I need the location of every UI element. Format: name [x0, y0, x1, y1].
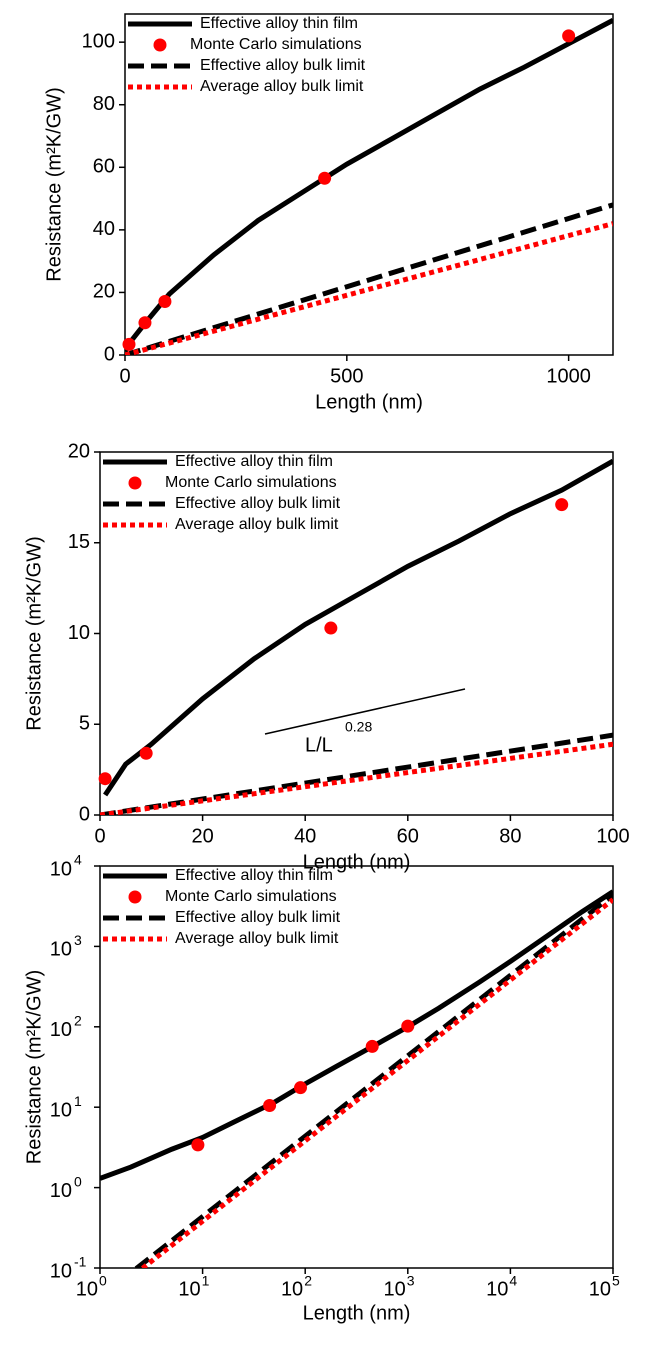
legend-label: Effective alloy thin film	[175, 867, 333, 884]
legend-marker	[128, 476, 142, 490]
data-point	[191, 1138, 205, 1152]
legend-label: Effective alloy thin film	[200, 15, 358, 32]
x-tick-label: 10	[589, 1278, 611, 1300]
y-tick-label: 10	[50, 858, 72, 880]
plot-area	[125, 18, 613, 355]
data-point	[365, 1039, 379, 1053]
legend-label: Effective alloy bulk limit	[200, 57, 366, 74]
annotation: L/L	[305, 734, 333, 756]
y-tick-label: 0	[79, 803, 90, 825]
x-tick-label: 40	[294, 825, 316, 847]
x-axis-label: Length (nm)	[315, 391, 423, 413]
y-tick-label: 10	[50, 939, 72, 961]
legend-label: Effective alloy bulk limit	[175, 495, 341, 512]
y-axis-label: Resistance (m²K/GW)	[23, 970, 45, 1164]
y-tick-label: 60	[93, 156, 115, 178]
x-tick-label: 0	[119, 365, 130, 387]
series-line	[100, 889, 613, 1181]
x-tick-exponent: 3	[407, 1273, 415, 1289]
y-tick-label: 15	[68, 531, 90, 553]
y-axis-label: Resistance (m²K/GW)	[43, 87, 65, 281]
data-point	[263, 1098, 277, 1112]
x-tick-exponent: 1	[202, 1273, 210, 1289]
data-point	[139, 746, 153, 760]
x-tick-exponent: 4	[509, 1273, 517, 1289]
y-tick-label: 10	[68, 622, 90, 644]
series-line	[125, 202, 613, 355]
legend-label: Monte Carlo simulations	[165, 888, 337, 905]
x-tick-label: 1000	[546, 365, 591, 387]
y-tick-label: 20	[68, 440, 90, 462]
legend-marker	[153, 38, 167, 52]
series-line	[125, 221, 613, 355]
data-point	[318, 171, 332, 185]
x-tick-exponent: 2	[304, 1273, 312, 1289]
x-tick-label: 10	[384, 1278, 406, 1300]
x-tick-label: 10	[486, 1278, 508, 1300]
y-tick-label: 10	[50, 1019, 72, 1041]
legend-label: Monte Carlo simulations	[165, 474, 337, 491]
annotation-exponent: 0.28	[345, 719, 372, 735]
series-line	[132, 893, 613, 1268]
plot-area	[100, 889, 613, 1268]
data-point	[562, 29, 576, 43]
y-tick-label: 10	[50, 1260, 72, 1282]
x-tick-label: 60	[397, 825, 419, 847]
y-tick-label: 100	[82, 30, 115, 52]
series-line	[100, 732, 613, 815]
x-tick-label: 0	[94, 825, 105, 847]
y-axis-label: Resistance (m²K/GW)	[23, 536, 45, 730]
plot-frame	[124, 13, 614, 356]
x-tick-label: 20	[191, 825, 213, 847]
data-point	[401, 1019, 415, 1033]
y-tick-label: 80	[93, 93, 115, 115]
data-point	[98, 772, 112, 786]
legend-label: Average alloy bulk limit	[200, 78, 364, 95]
x-tick-label: 10	[178, 1278, 200, 1300]
y-tick-exponent: 3	[74, 932, 82, 948]
legend-label: Effective alloy bulk limit	[175, 909, 341, 926]
legend-label: Average alloy bulk limit	[175, 516, 339, 533]
y-tick-label: 40	[93, 218, 115, 240]
y-tick-label: 5	[79, 713, 90, 735]
legend-label: Monte Carlo simulations	[190, 36, 362, 53]
x-tick-label: 100	[596, 825, 629, 847]
y-tick-label: 10	[50, 1180, 72, 1202]
series-line	[125, 18, 613, 353]
x-tick-label: 80	[499, 825, 521, 847]
plot-area	[100, 458, 613, 815]
data-point	[158, 295, 172, 309]
x-tick-label: 10	[76, 1278, 98, 1300]
data-point	[122, 337, 136, 351]
y-tick-exponent: 2	[74, 1013, 82, 1029]
x-tick-label: 10	[281, 1278, 303, 1300]
data-point	[324, 621, 338, 635]
plot-frame	[99, 865, 614, 1269]
y-tick-label: 10	[50, 1099, 72, 1121]
y-tick-exponent: 4	[74, 852, 82, 868]
legend-label: Effective alloy thin film	[175, 453, 333, 470]
y-tick-exponent: 0	[74, 1173, 82, 1189]
x-axis-label: Length (nm)	[303, 1302, 411, 1324]
slope-guide	[264, 688, 466, 735]
x-tick-exponent: 5	[612, 1273, 620, 1289]
y-tick-label: 0	[104, 343, 115, 365]
y-tick-exponent: -1	[74, 1254, 87, 1270]
y-tick-exponent: 1	[74, 1093, 82, 1109]
y-tick-label: 20	[93, 281, 115, 303]
legend-label: Average alloy bulk limit	[175, 930, 339, 947]
x-tick-exponent: 0	[99, 1273, 107, 1289]
series-line	[138, 897, 613, 1268]
legend-marker	[128, 890, 142, 904]
data-point	[138, 316, 152, 330]
x-axis-label: Length (nm)	[303, 851, 411, 873]
data-point	[294, 1081, 308, 1095]
data-point	[555, 498, 569, 512]
x-tick-label: 500	[330, 365, 363, 387]
